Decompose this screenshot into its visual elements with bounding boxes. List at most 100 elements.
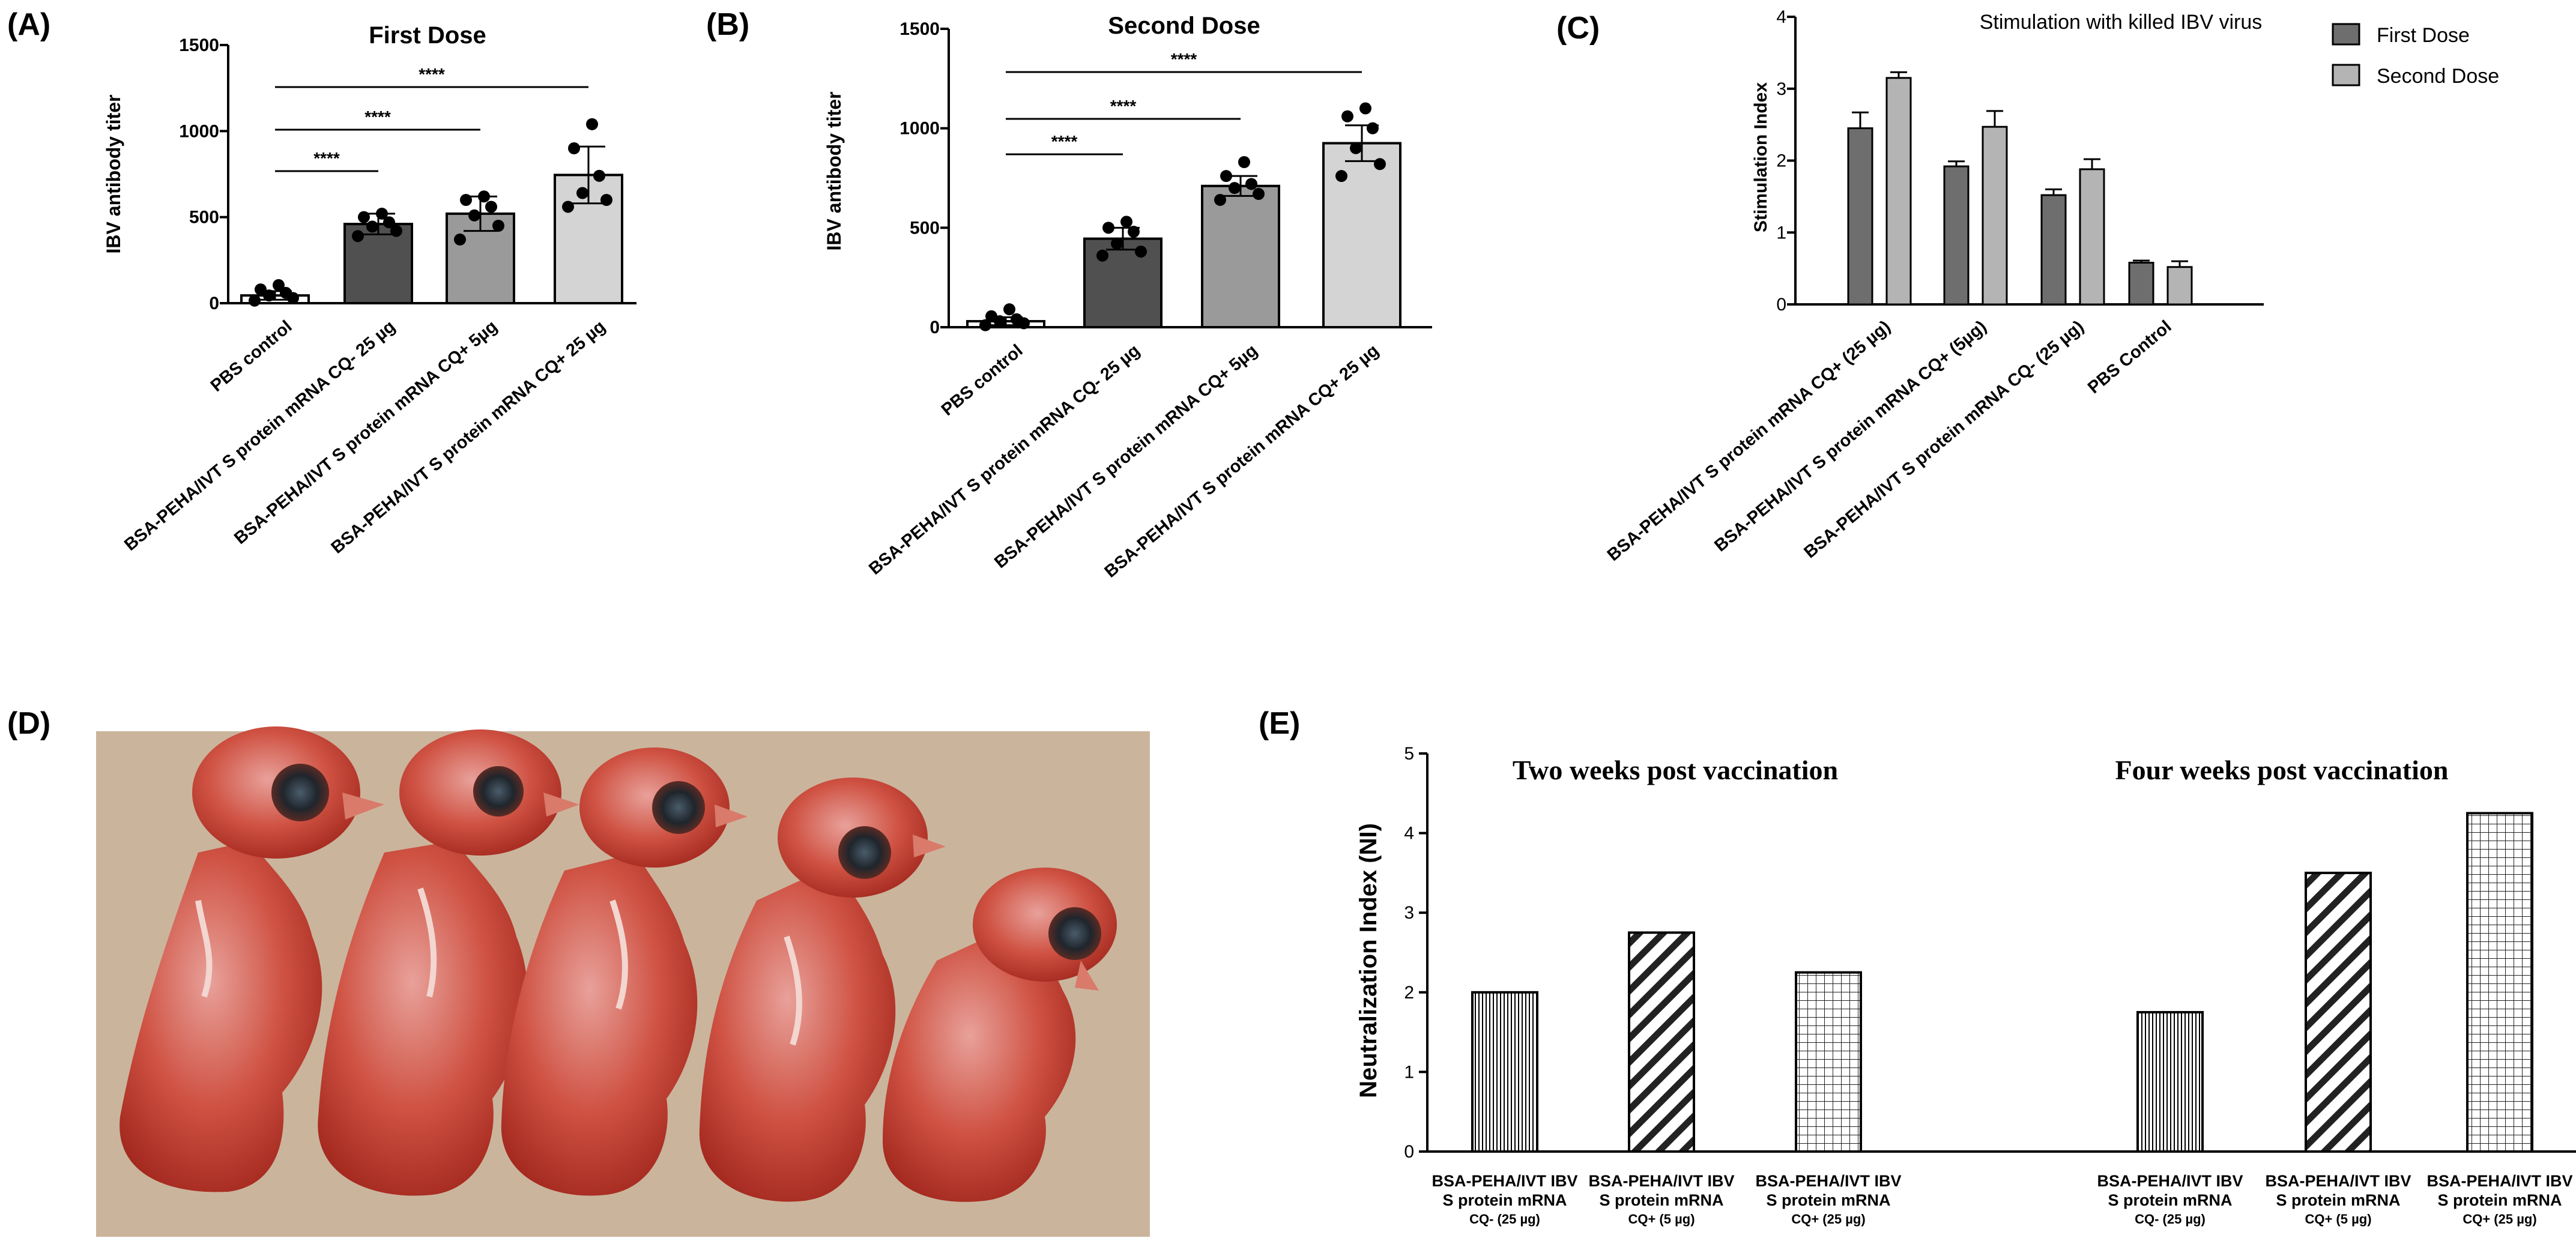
chart-e-ytick-label: 1 [1404,1062,1414,1082]
chart-a-data-point [593,169,605,182]
chart-b-data-point [1128,225,1140,238]
chart-c-ytick-label: 4 [1776,7,1786,27]
chart-e-category-label-line2: S protein mRNA [2108,1191,2232,1209]
chart-a-data-point [263,289,275,302]
chart-e-category-label-line3: CQ+ (25 µg) [2463,1212,2536,1227]
chart-c-bar-first-dose [2040,194,2067,306]
chart-c-ytick-label: 1 [1776,223,1786,243]
chart-e-category-label-line1: BSA-PEHA/IVT IBV [2426,1172,2572,1190]
chart-b-data-point [1135,246,1147,258]
chart-a-ytick-label: 1500 [179,35,219,55]
panel-letter-b: (B) [706,7,749,42]
chart-b-data-point [1335,170,1347,183]
chart-a-data-point [478,190,490,203]
chart-a-data-point [358,211,370,223]
chart-e-ytick-label: 0 [1404,1142,1414,1162]
chart-e-category-label-line2: S protein mRNA [2437,1191,2562,1209]
chart-b-data-point [1011,313,1023,325]
chart-b-ytick-label: 1500 [899,19,940,39]
chart-c-ytick-label: 2 [1776,151,1786,171]
panel-letter-d: (D) [7,706,50,741]
chart-e-category-label-line1: BSA-PEHA/IVT IBV [1755,1172,1901,1190]
chart-b-category-label: BSA-PEHA/IVT S protein mRNA CQ- 25 µg [865,341,1143,579]
chart-c-ytick-label: 0 [1776,295,1786,315]
chart-c-bar-first-dose [1847,127,1873,306]
chart-e-ytick-label: 2 [1404,983,1414,1003]
chart-a-data-point [600,194,612,206]
chart-b-data-point [1367,122,1379,134]
chart-a-data-point [255,283,267,296]
chart-b-data-point [1096,249,1108,262]
chart-b-category-label: BSA-PEHA/IVT S protein mRNA CQ+ 5µg [991,341,1261,572]
chart-c-bar-second-dose [2166,266,2193,306]
chart-a-data-point [492,220,504,232]
chart-b-data-point [1374,158,1386,171]
chart-b-data-point [1111,237,1123,250]
chart-a-data-point [576,187,588,199]
chart-b-significance-label: **** [1051,132,1078,151]
chart-e-ytick-label: 3 [1404,903,1414,923]
chart-e-category-label-line2: S protein mRNA [1442,1191,1567,1209]
chart-a-data-point [586,118,598,130]
legend-label-second-dose: Second Dose [2377,65,2499,88]
chart-a-data-point [460,194,472,206]
chart-e-category-label-line3: CQ- (25 µg) [2135,1212,2206,1227]
chart-a-ytick-label: 500 [189,208,219,228]
chart-c-bar-second-dose [1885,77,1912,306]
chart-b-significance-label: **** [1110,97,1137,115]
chart-a-significance-label: **** [313,149,340,168]
embryo-4 [699,778,946,1202]
chart-e-bar [2466,812,2533,1153]
chart-e-category-label-line2: S protein mRNA [1766,1191,1890,1209]
chart-b-data-point [1359,102,1371,115]
chart-c-bar-second-dose [2079,168,2105,306]
chart-e-category-label-line2: S protein mRNA [2276,1191,2400,1209]
chart-a-data-point [376,207,388,220]
chart-e-category-label-line3: CQ- (25 µg) [1469,1212,1540,1227]
chart-e-category-label-line1: BSA-PEHA/IVT IBV [1432,1172,1577,1190]
chart-b-bar [1322,142,1401,328]
chart-e-ytick-label: 4 [1404,824,1414,844]
chart-e-category-label-line3: CQ+ (25 µg) [1791,1212,1865,1227]
legend-label-first-dose: First Dose [2377,24,2470,47]
legend-swatch-second-dose [2332,64,2360,86]
chicken-embryos-photo [96,726,1150,1237]
chart-a-data-point [366,220,378,233]
chart-b-data-point [1253,188,1265,201]
chart-c-bar-first-dose [2128,262,2154,306]
embryo-2 [318,729,579,1196]
chart-a-data-point [352,230,364,243]
chart-b-category-label: PBS control [938,341,1027,420]
chart-a-significance-label: **** [364,107,391,126]
chart-b-ylabel: IBV antibody titer [823,92,845,251]
chart-e-category-label-line3: CQ+ (5 µg) [2305,1212,2371,1227]
chart-a-data-point [454,233,466,246]
chart-a-data-point [249,294,261,307]
chart-e-group-title-1: Two weeks post vaccination [1513,755,1838,785]
chart-a-ylabel: IBV antibody titer [103,95,124,254]
embryo-1 [119,726,384,1192]
panel-letter-a: (A) [7,7,50,42]
chart-a-category-label: PBS control [207,317,296,396]
chart-a-data-point [468,209,480,222]
chart-a-significance-label: **** [419,65,445,83]
chart-c-bar-second-dose [1982,125,2008,306]
chart-b-data-point [985,310,997,322]
chart-c-title: Stimulation with killed IBV virus [1980,11,2263,34]
chart-e-bar [2136,1010,2204,1153]
chart-b-category-label: BSA-PEHA/IVT S protein mRNA CQ+ 25 µg [1101,341,1383,582]
chart-b-data-point [1238,156,1250,168]
chart-c-bar-first-dose [1943,165,1970,306]
panel-letter-e: (E) [1259,706,1300,741]
chart-e-bar [1628,931,1695,1153]
chart-b-data-point [1003,303,1015,316]
chart-e-bar [2305,871,2372,1153]
chart-b-significance-label: **** [1171,50,1197,68]
chart-b-ytick-label: 1000 [899,119,940,139]
chart-a-data-point [485,201,497,213]
chart-b-data-point [1350,142,1362,154]
chart-a-ytick-label: 0 [209,294,219,313]
chart-e-category-label-line2: S protein mRNA [1599,1191,1723,1209]
chart-e-category-label-line3: CQ+ (5 µg) [1628,1212,1695,1227]
chart-b-data-point [1214,193,1226,206]
